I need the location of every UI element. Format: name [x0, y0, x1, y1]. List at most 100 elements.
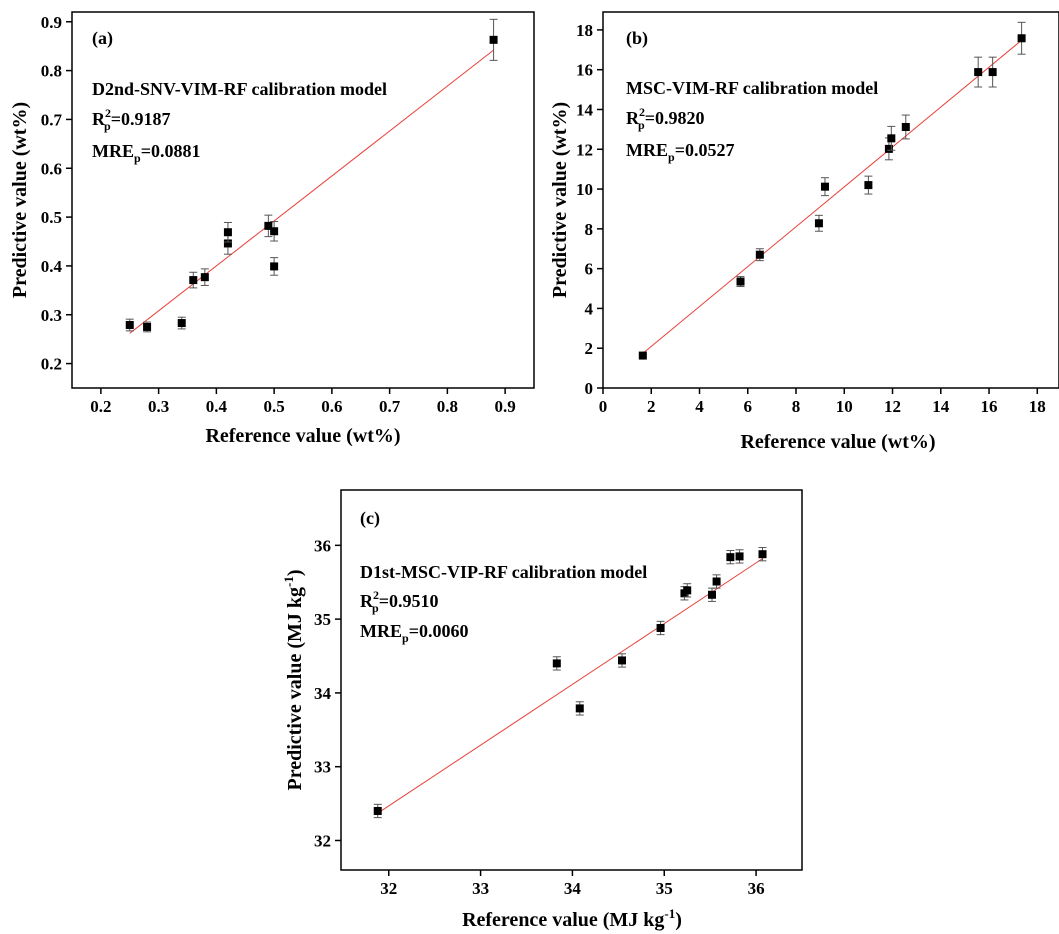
r2-superscript: 2 — [639, 105, 645, 119]
x-tick-label: 32 — [380, 879, 397, 898]
y-tick-label: 0.4 — [41, 257, 63, 276]
y-tick-label: 8 — [585, 220, 594, 239]
plot-frame — [602, 11, 1059, 389]
y-tick-label: 16 — [576, 61, 593, 80]
plot-frame — [71, 11, 535, 389]
r2-prefix: R — [626, 108, 640, 128]
x-axis-label-prefix: Reference value (MJ kg — [462, 909, 664, 931]
x-tick-label: 12 — [884, 397, 901, 416]
mre-annotation: MREp=0.0527 — [626, 140, 734, 164]
data-point — [1017, 34, 1026, 43]
mre-subscript: p — [402, 631, 409, 645]
r2-value: =0.9820 — [645, 108, 705, 128]
mre-prefix: MRE — [626, 140, 668, 160]
mre-prefix: MRE — [92, 141, 134, 161]
panel-label: (a) — [92, 28, 113, 49]
r2-annotation: R2 p=0.9510 — [360, 588, 438, 615]
x-tick-label: 0.5 — [264, 397, 285, 416]
fit-line — [642, 39, 1022, 354]
data-point — [618, 656, 627, 665]
plot-frame — [340, 489, 803, 871]
data-point — [264, 221, 273, 230]
x-tick-label: 0.4 — [206, 397, 228, 416]
r2-superscript: 2 — [373, 588, 379, 602]
data-point — [884, 144, 893, 153]
x-tick-label: 0.8 — [437, 397, 458, 416]
y-tick-label: 34 — [314, 684, 332, 703]
data-point — [270, 262, 279, 271]
y-axis-label-suffix: ) — [284, 570, 306, 577]
mre-annotation: MREp=0.0881 — [92, 141, 200, 165]
r2-annotation: R2 p=0.9820 — [626, 105, 704, 132]
data-point — [708, 590, 717, 599]
panel-b: 0 2 4 6 8 10 12 14 16 18 0 2 4 6 8 10 12 14 16 18 (b) MSC-VIM… — [549, 11, 1059, 453]
y-axis-label: Predictive value (wt%) — [9, 102, 31, 298]
x-axis-label: Reference value (wt%) — [740, 431, 935, 453]
y-axis-label-superscript: -1 — [281, 576, 296, 587]
y-tick-label: 0.5 — [41, 208, 62, 227]
y-tick-label: 12 — [576, 140, 593, 159]
x-tick-label: 0 — [599, 397, 608, 416]
data-point — [489, 35, 498, 44]
mre-value: =0.0527 — [675, 140, 735, 160]
y-tick-label: 10 — [576, 180, 593, 199]
data-point — [712, 577, 721, 586]
y-tick-label: 0.8 — [41, 62, 62, 81]
mre-annotation: MREp=0.0060 — [360, 621, 468, 645]
x-tick-label: 34 — [564, 879, 582, 898]
panel-label: (c) — [360, 508, 380, 529]
r2-annotation: R2 p=0.9187 — [92, 106, 170, 133]
r2-prefix: R — [360, 591, 374, 611]
data-point — [814, 219, 823, 228]
panel-a: 0.2 0.3 0.4 0.5 0.6 0.7 0.8 0.9 0.2 0.3 0.4 0.5 0.6 0… — [9, 11, 535, 447]
r2-subscript: p — [104, 119, 111, 133]
mre-subscript: p — [134, 151, 141, 165]
model-name: D2nd-SNV-VIM-RF calibration model — [92, 79, 387, 99]
x-tick-label: 4 — [695, 397, 704, 416]
x-axis-label: Reference value (wt%) — [205, 425, 400, 447]
fit-line — [377, 558, 763, 814]
y-tick-label: 35 — [314, 610, 331, 629]
data-point — [200, 273, 209, 282]
data-point — [683, 586, 692, 595]
x-tick-label: 33 — [472, 879, 489, 898]
data-point — [758, 550, 767, 559]
r2-prefix: R — [92, 109, 106, 129]
data-point — [988, 68, 997, 77]
data-point — [974, 68, 983, 77]
y-tick-label: 33 — [314, 758, 331, 777]
data-point — [189, 276, 198, 285]
r2-superscript: 2 — [105, 106, 111, 120]
x-axis-label-suffix: ) — [675, 909, 682, 931]
data-point — [270, 227, 279, 236]
data-point — [656, 623, 665, 632]
mre-value: =0.0060 — [409, 621, 469, 641]
mre-subscript: p — [668, 150, 675, 164]
y-tick-label: 4 — [585, 299, 594, 318]
x-tick-label: 10 — [836, 397, 853, 416]
r2-value: =0.9510 — [379, 591, 439, 611]
x-tick-label: 14 — [932, 397, 950, 416]
data-point — [575, 704, 584, 713]
y-tick-label: 14 — [576, 100, 594, 119]
x-tick-label: 0.9 — [495, 397, 516, 416]
x-tick-label: 6 — [744, 397, 753, 416]
data-point — [125, 321, 134, 330]
x-tick-label: 0.3 — [148, 397, 169, 416]
data-point — [223, 228, 232, 237]
model-name: MSC-VIM-RF calibration model — [626, 78, 878, 98]
y-tick-label: 0 — [585, 379, 594, 398]
panel-c: 32 33 34 35 36 32 33 34 35 36 (c) D1st-MSC-VIP-RF c… — [281, 489, 803, 931]
y-tick-label: 0.6 — [41, 159, 62, 178]
r2-subscript: p — [638, 118, 645, 132]
y-axis-label-prefix: Predictive value (MJ kg — [284, 587, 306, 790]
y-tick-label: 6 — [585, 260, 594, 279]
y-tick-label: 0.2 — [41, 355, 62, 374]
x-tick-label: 0.7 — [379, 397, 401, 416]
y-tick-label: 2 — [585, 339, 594, 358]
mre-prefix: MRE — [360, 621, 402, 641]
r2-value: =0.9187 — [111, 109, 171, 129]
x-tick-label: 0.6 — [321, 397, 342, 416]
x-tick-label: 8 — [792, 397, 801, 416]
